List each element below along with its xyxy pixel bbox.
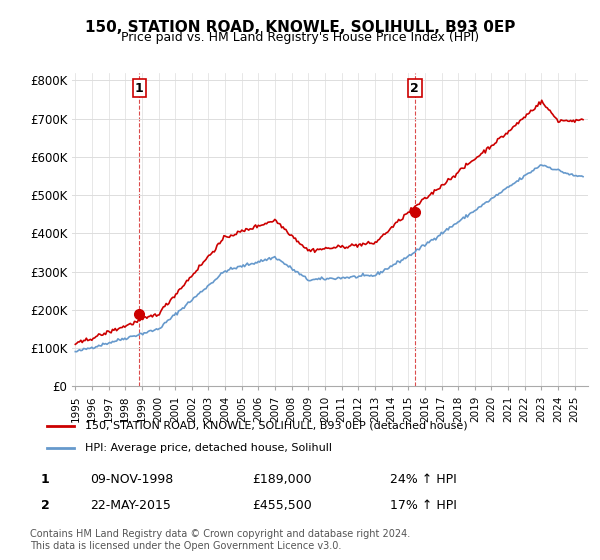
- Text: HPI: Average price, detached house, Solihull: HPI: Average price, detached house, Soli…: [85, 443, 332, 453]
- Text: 2: 2: [410, 82, 419, 95]
- Text: 1: 1: [135, 82, 144, 95]
- Text: 22-MAY-2015: 22-MAY-2015: [90, 498, 171, 512]
- Text: 24% ↑ HPI: 24% ↑ HPI: [390, 473, 457, 486]
- Text: Contains HM Land Registry data © Crown copyright and database right 2024.
This d: Contains HM Land Registry data © Crown c…: [30, 529, 410, 551]
- Text: £455,500: £455,500: [252, 498, 312, 512]
- Text: 1: 1: [41, 473, 49, 486]
- Text: 2: 2: [41, 498, 49, 512]
- Text: Price paid vs. HM Land Registry's House Price Index (HPI): Price paid vs. HM Land Registry's House …: [121, 31, 479, 44]
- Text: 150, STATION ROAD, KNOWLE, SOLIHULL, B93 0EP (detached house): 150, STATION ROAD, KNOWLE, SOLIHULL, B93…: [85, 421, 468, 431]
- Text: £189,000: £189,000: [252, 473, 311, 486]
- Text: 09-NOV-1998: 09-NOV-1998: [90, 473, 173, 486]
- Text: 17% ↑ HPI: 17% ↑ HPI: [390, 498, 457, 512]
- Text: 150, STATION ROAD, KNOWLE, SOLIHULL, B93 0EP: 150, STATION ROAD, KNOWLE, SOLIHULL, B93…: [85, 20, 515, 35]
